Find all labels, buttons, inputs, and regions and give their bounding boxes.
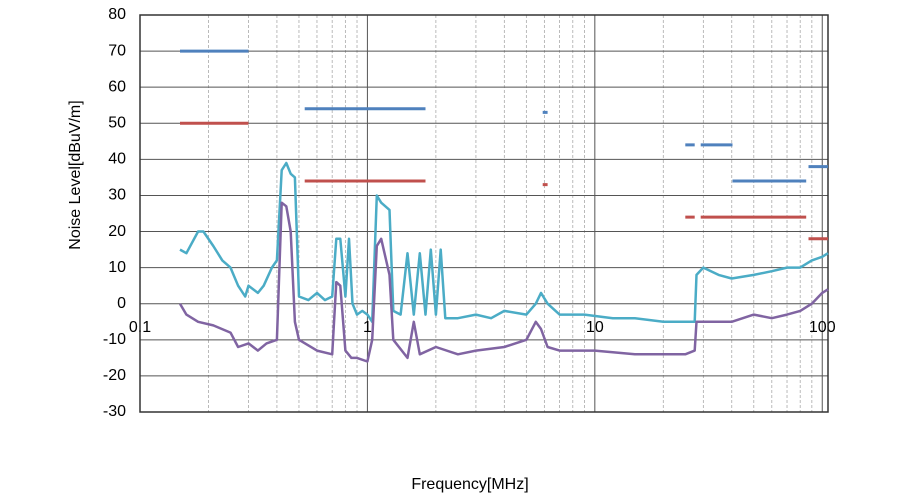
x-tick-label: 100 bbox=[809, 319, 836, 336]
y-tick-label: 0 bbox=[117, 295, 126, 312]
y-tick-label: -20 bbox=[103, 367, 126, 384]
series-line bbox=[179, 161, 829, 324]
x-tick-label: 1 bbox=[363, 319, 372, 336]
x-tick-label: 10 bbox=[586, 319, 604, 336]
series-line bbox=[180, 121, 828, 241]
y-tick-label: 60 bbox=[108, 78, 126, 95]
y-axis-label: Noise Level[dBuV/m] bbox=[67, 100, 84, 249]
y-tick-label: 50 bbox=[108, 114, 126, 131]
y-tick-label: 20 bbox=[108, 223, 126, 240]
y-tick-label: -10 bbox=[103, 331, 126, 348]
y-tick-label: 80 bbox=[108, 6, 126, 23]
y-tick-label: 10 bbox=[108, 259, 126, 276]
series-line bbox=[178, 201, 829, 363]
y-tick-label: 70 bbox=[108, 42, 126, 59]
y-tick-label: 40 bbox=[108, 151, 126, 168]
y-tick-label: 30 bbox=[108, 187, 126, 204]
y-tick-label: -30 bbox=[103, 403, 126, 420]
plot-frame bbox=[139, 14, 829, 413]
x-axis-label: Frequency[MHz] bbox=[411, 476, 528, 493]
series-line bbox=[180, 49, 828, 183]
